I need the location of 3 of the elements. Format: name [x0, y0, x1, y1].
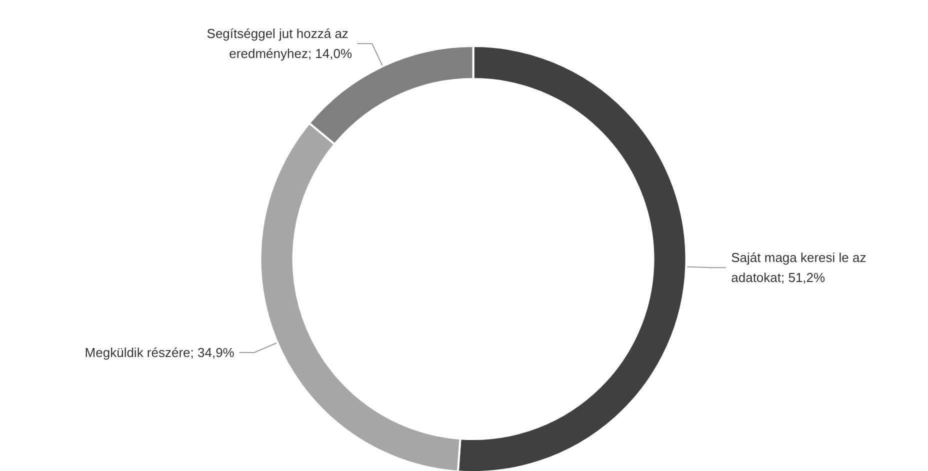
- slice-label: Megküldik részére; 34,9%: [84, 344, 235, 360]
- slice-label: Segítséggel jut hozzá az eredményhez; 14,0%: [206, 26, 352, 62]
- slice-label: Saját maga keresi le az adatokat; 51,2%: [731, 250, 870, 286]
